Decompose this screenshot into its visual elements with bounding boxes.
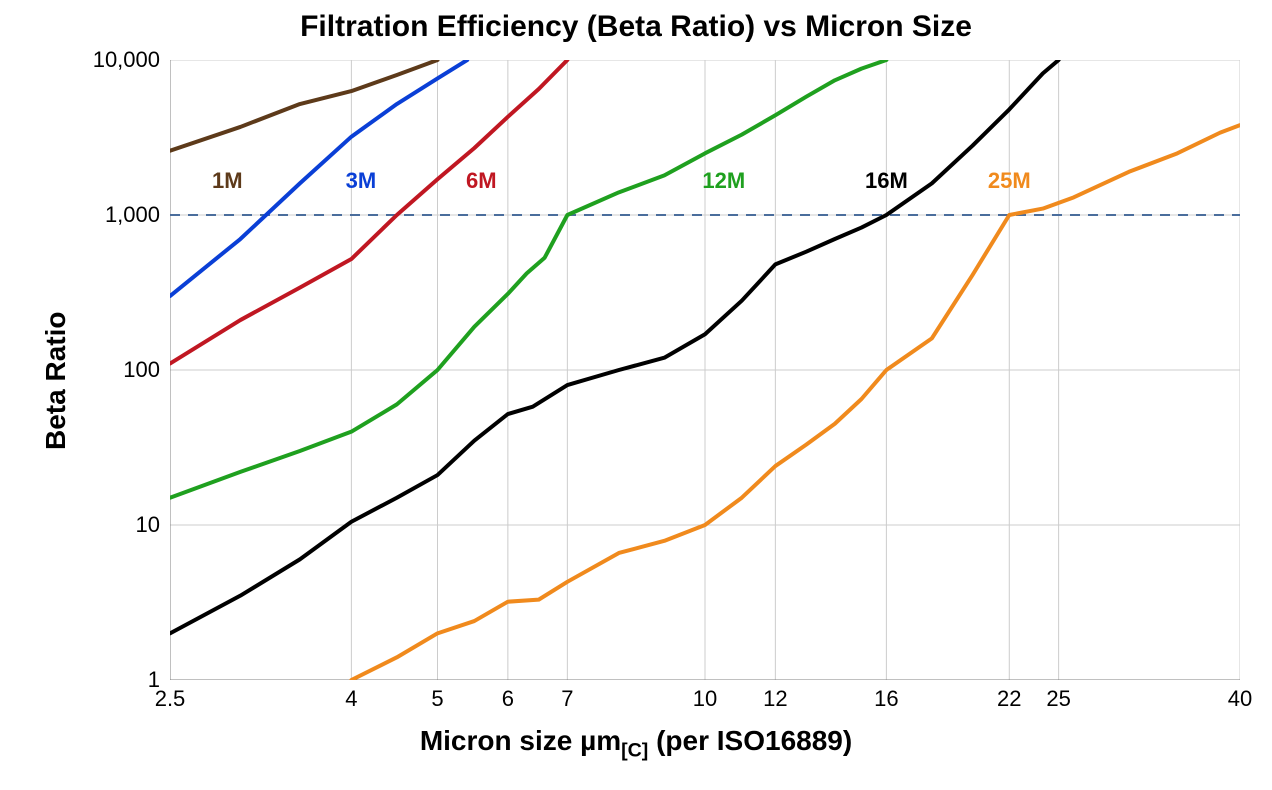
- series-label: 12M: [702, 168, 745, 194]
- x-tick-label: 7: [561, 686, 573, 712]
- x-axis-title-pre: Micron size µm: [420, 725, 621, 756]
- y-tick-label: 10: [70, 512, 160, 538]
- y-axis-title: Beta Ratio: [40, 312, 72, 450]
- y-tick-label: 100: [70, 357, 160, 383]
- y-tick-label: 1: [70, 667, 160, 693]
- y-tick-label: 1,000: [70, 202, 160, 228]
- x-tick-label: 2.5: [155, 686, 186, 712]
- chart-container: Filtration Efficiency (Beta Ratio) vs Mi…: [0, 0, 1272, 790]
- x-axis-title: Micron size µm[C] (per ISO16889): [0, 725, 1272, 763]
- series-label: 3M: [346, 168, 377, 194]
- x-tick-label: 4: [345, 686, 357, 712]
- series-label: 1M: [212, 168, 243, 194]
- x-tick-label: 40: [1228, 686, 1252, 712]
- series-label: 25M: [988, 168, 1031, 194]
- x-tick-label: 10: [693, 686, 717, 712]
- x-axis-title-post: (per ISO16889): [648, 725, 852, 756]
- y-tick-label: 10,000: [70, 47, 160, 73]
- chart-title: Filtration Efficiency (Beta Ratio) vs Mi…: [0, 10, 1272, 44]
- x-axis-title-sub: [C]: [621, 740, 648, 762]
- x-tick-label: 5: [431, 686, 443, 712]
- x-tick-label: 12: [763, 686, 787, 712]
- plot-area: [170, 60, 1240, 680]
- x-tick-label: 25: [1046, 686, 1070, 712]
- series-label: 16M: [865, 168, 908, 194]
- series-label: 6M: [466, 168, 497, 194]
- x-tick-label: 22: [997, 686, 1021, 712]
- x-tick-label: 16: [874, 686, 898, 712]
- x-tick-label: 6: [502, 686, 514, 712]
